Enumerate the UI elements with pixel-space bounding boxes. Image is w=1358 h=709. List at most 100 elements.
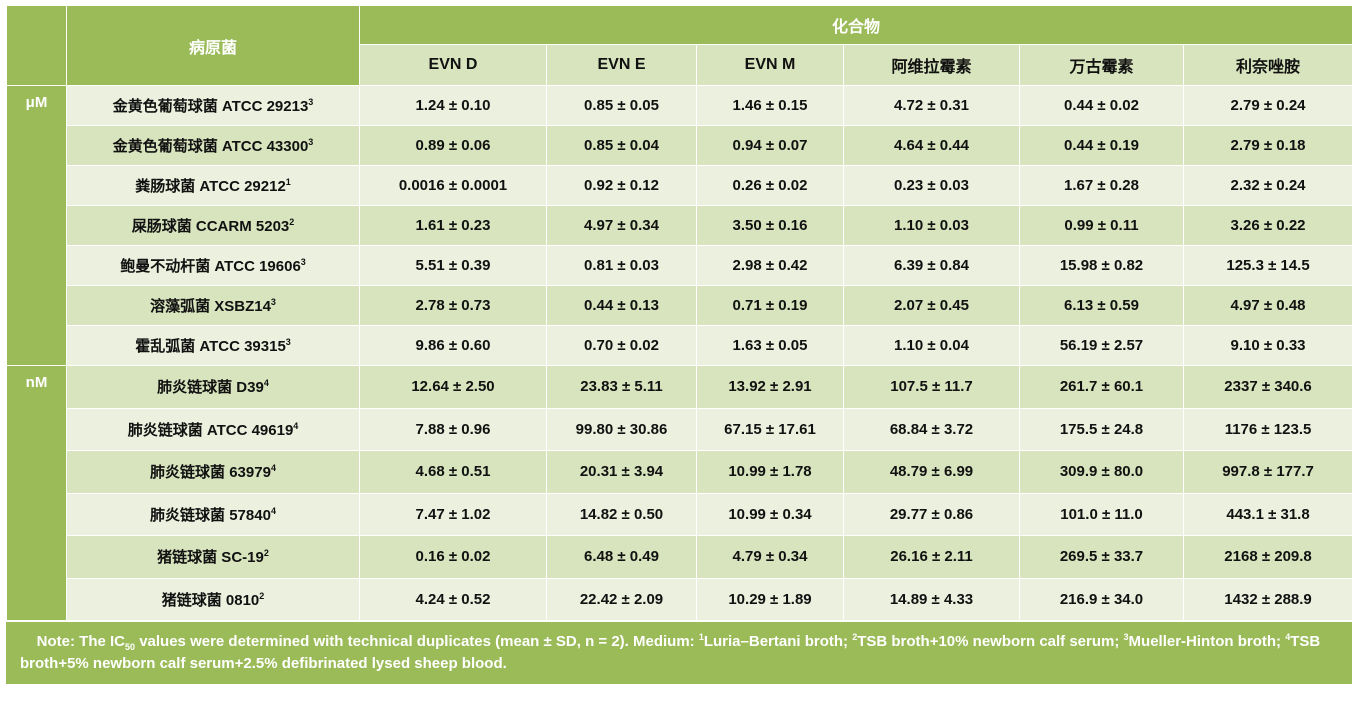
column-header: EVN M [696, 44, 844, 86]
table-row: 猪链球菌 SC-192 0.16 ± 0.02 6.48 ± 0.49 4.79 ± … [7, 535, 1354, 579]
value-cell: 10.99 ± 1.78 [696, 450, 844, 494]
value-cell: 6.48 ± 0.49 [546, 535, 697, 579]
pathogen-cell: 鲍曼不动杆菌 ATCC 196063 [66, 245, 360, 286]
value-cell: 4.64 ± 0.44 [843, 125, 1020, 166]
column-header: 阿维拉霉素 [843, 44, 1020, 86]
compounds-group-header: 化合物 [358, 5, 1354, 45]
pathogen-cell: 粪肠球菌 ATCC 292121 [66, 165, 360, 206]
value-cell: 1.67 ± 0.28 [1019, 165, 1184, 206]
pathogen-cell: 肺炎链球菌 639794 [66, 450, 360, 494]
value-cell: 0.16 ± 0.02 [359, 535, 547, 579]
medium-superscript: 3 [285, 337, 291, 347]
value-cell: 7.47 ± 1.02 [359, 492, 547, 536]
value-cell: 68.84 ± 3.72 [843, 407, 1020, 451]
value-cell: 3.26 ± 0.22 [1182, 205, 1354, 246]
value-cell: 4.97 ± 0.34 [546, 205, 697, 246]
value-cell: 15.98 ± 0.82 [1019, 245, 1184, 286]
value-cell: 2.98 ± 0.42 [696, 245, 844, 286]
value-cell: 4.79 ± 0.34 [696, 535, 844, 579]
value-cell: 216.9 ± 34.0 [1019, 577, 1184, 621]
value-cell: 10.29 ± 1.89 [696, 577, 844, 621]
value-cell: 0.23 ± 0.03 [843, 165, 1020, 206]
value-cell: 56.19 ± 2.57 [1019, 325, 1184, 366]
column-header: 万古霉素 [1019, 44, 1184, 86]
value-cell: 0.0016 ± 0.0001 [359, 165, 547, 206]
table-row: 粪肠球菌 ATCC 292121 0.0016 ± 0.0001 0.92 ± 0.… [7, 165, 1354, 206]
value-cell: 67.15 ± 17.61 [696, 407, 844, 451]
value-cell: 125.3 ± 14.5 [1182, 245, 1354, 286]
note-medium-1: Luria–Bertani broth; [703, 633, 853, 650]
value-cell: 2.78 ± 0.73 [359, 285, 547, 326]
table-row: nM 肺炎链球菌 D394 12.64 ± 2.50 23.83 ± 5.11 13.9… [6, 365, 1354, 621]
pathogen-name: 肺炎链球菌 ATCC 49619 [127, 421, 294, 439]
value-cell: 29.77 ± 0.86 [843, 492, 1020, 536]
value-cell: 1.10 ± 0.04 [843, 325, 1020, 366]
pathogen-cell: 猪链球菌 08102 [66, 577, 360, 621]
value-cell: 2.79 ± 0.24 [1182, 85, 1354, 126]
value-cell: 6.13 ± 0.59 [1019, 285, 1184, 326]
value-cell: 10.99 ± 0.34 [696, 492, 844, 536]
value-cell: 2.07 ± 0.45 [843, 285, 1020, 326]
pathogen-name: 霍乱弧菌 ATCC 39315 [135, 338, 286, 355]
medium-superscript: 2 [263, 548, 269, 559]
medium-superscript: 3 [308, 97, 314, 107]
value-cell: 9.10 ± 0.33 [1182, 325, 1354, 366]
value-cell: 0.99 ± 0.11 [1019, 205, 1184, 246]
value-cell: 14.82 ± 0.50 [546, 492, 697, 536]
unit-cell: nM [6, 365, 67, 621]
table-row: μM 金黄色葡萄球菌 ATCC 292133 1.24 ± 0.10 0.85 ± 0… [6, 85, 1354, 366]
pathogen-cell: 猪链球菌 SC-192 [66, 535, 360, 579]
value-cell: 1432 ± 288.9 [1182, 577, 1354, 621]
value-cell: 0.44 ± 0.19 [1019, 125, 1184, 166]
value-cell: 0.92 ± 0.12 [546, 165, 697, 206]
value-cell: 12.64 ± 2.50 [359, 365, 547, 409]
value-cell: 0.70 ± 0.02 [546, 325, 697, 366]
note-sup: 2 [852, 632, 858, 642]
pathogen-cell: 金黄色葡萄球菌 ATCC 292133 [66, 85, 360, 126]
value-cell: 443.1 ± 31.8 [1182, 492, 1354, 536]
value-cell: 0.85 ± 0.05 [546, 85, 697, 126]
pathogen-name: 屎肠球菌 CCARM 5203 [131, 218, 290, 235]
pathogen-name: 肺炎链球菌 D39 [157, 379, 264, 397]
value-cell: 6.39 ± 0.84 [843, 245, 1020, 286]
table-row: 肺炎链球菌 639794 4.68 ± 0.51 20.31 ± 3.94 10.99… [7, 450, 1354, 494]
note-sup: 3 [1123, 632, 1129, 642]
value-cell: 269.5 ± 33.7 [1019, 535, 1184, 579]
table-note: Note: The IC50 values were determined wi… [6, 621, 1352, 684]
column-header: 利奈唑胺 [1182, 44, 1354, 86]
value-cell: 2337 ± 340.6 [1182, 365, 1354, 409]
pathogen-name: 粪肠球菌 ATCC 29212 [135, 178, 286, 195]
pathogen-name: 肺炎链球菌 63979 [150, 464, 271, 482]
table-row: 猪链球菌 08102 4.24 ± 0.52 22.42 ± 2.09 10.29 ±… [7, 577, 1354, 621]
value-cell: 4.72 ± 0.31 [843, 85, 1020, 126]
medium-superscript: 3 [270, 297, 276, 307]
table-row: 霍乱弧菌 ATCC 393153 9.86 ± 0.60 0.70 ± 0.02 1.… [7, 325, 1354, 366]
value-cell: 1.24 ± 0.10 [359, 85, 547, 126]
medium-superscript: 4 [263, 378, 269, 389]
value-cell: 4.68 ± 0.51 [359, 450, 547, 494]
value-cell: 20.31 ± 3.94 [546, 450, 697, 494]
value-cell: 1.10 ± 0.03 [843, 205, 1020, 246]
value-cell: 22.42 ± 2.09 [546, 577, 697, 621]
pathogen-name: 猪链球菌 SC-19 [157, 549, 264, 567]
note-medium-4: TSB broth+5% newborn calf serum+2.5% def… [20, 633, 1321, 672]
medium-superscript: 4 [293, 420, 299, 431]
pathogen-name: 肺炎链球菌 57840 [150, 506, 271, 524]
value-cell: 175.5 ± 24.8 [1019, 407, 1184, 451]
pathogen-cell: 霍乱弧菌 ATCC 393153 [66, 325, 360, 366]
value-cell: 0.44 ± 0.02 [1019, 85, 1184, 126]
value-cell: 4.24 ± 0.52 [359, 577, 547, 621]
value-cell: 997.8 ± 177.7 [1182, 450, 1354, 494]
note-text: Note: The IC [36, 633, 126, 650]
value-cell: 5.51 ± 0.39 [359, 245, 547, 286]
table-row: 溶藻弧菌 XSBZ143 2.78 ± 0.73 0.44 ± 0.13 0.71 ±… [7, 285, 1354, 326]
pathogen-name: 金黄色葡萄球菌 ATCC 43300 [112, 138, 309, 155]
table-row: 金黄色葡萄球菌 ATCC 433003 0.89 ± 0.06 0.85 ± 0.0… [7, 125, 1354, 166]
medium-superscript: 3 [300, 257, 306, 267]
value-cell: 23.83 ± 5.11 [546, 365, 697, 409]
value-cell: 26.16 ± 2.11 [843, 535, 1020, 579]
value-cell: 0.44 ± 0.13 [546, 285, 697, 326]
medium-superscript: 3 [308, 137, 314, 147]
medium-superscript: 2 [259, 590, 265, 601]
note-text: values were determined with technical du… [135, 633, 699, 650]
